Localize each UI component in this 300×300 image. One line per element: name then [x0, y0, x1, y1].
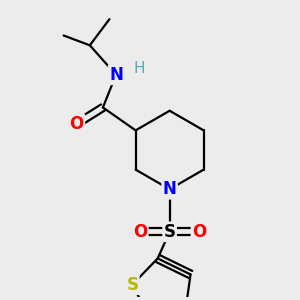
Text: O: O — [192, 223, 206, 241]
Text: N: N — [109, 66, 123, 84]
Text: N: N — [163, 180, 177, 198]
Text: S: S — [126, 276, 138, 294]
Text: O: O — [70, 115, 84, 133]
Text: S: S — [164, 223, 175, 241]
Text: H: H — [133, 61, 145, 76]
Text: O: O — [133, 223, 147, 241]
